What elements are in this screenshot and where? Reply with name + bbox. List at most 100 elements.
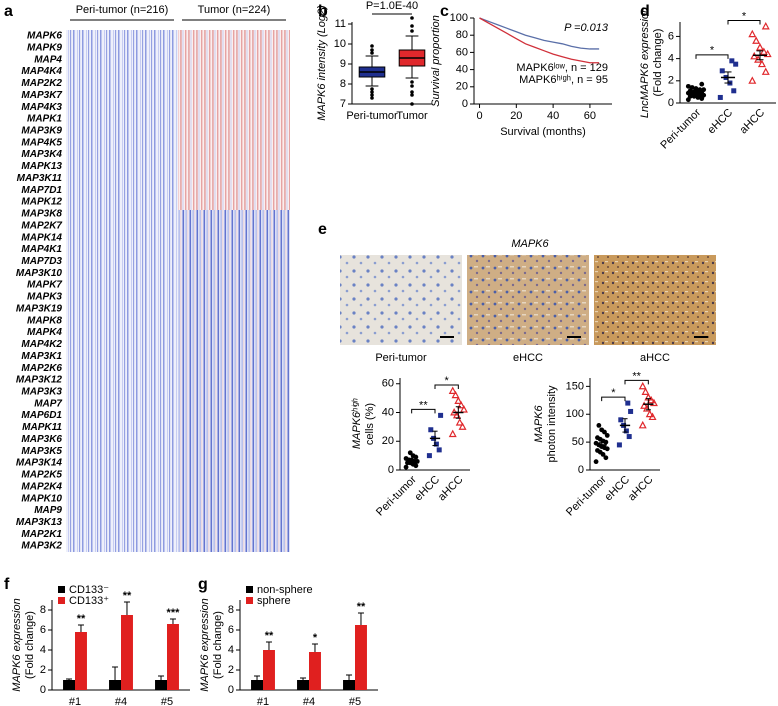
point	[685, 83, 691, 89]
outlier	[410, 102, 414, 106]
gene-label: MAPK7	[27, 280, 62, 291]
point	[457, 400, 466, 409]
gene-label: MAPK11	[22, 422, 62, 433]
point	[438, 412, 444, 418]
gene-label: MAP3K9	[21, 125, 62, 136]
y-axis-label: (Fold change)	[24, 611, 36, 679]
image-label: eHCC	[513, 352, 543, 364]
significance: **	[357, 601, 366, 613]
y-tick-label: 100	[566, 408, 584, 420]
significance-bracket	[727, 19, 761, 25]
annotation: P =0.013	[564, 22, 609, 34]
point	[625, 400, 631, 406]
bar	[155, 680, 167, 690]
point	[603, 455, 609, 461]
gene-label: MAP2K4	[21, 481, 62, 492]
y-tick-label: 2	[668, 75, 674, 87]
gene-label: MAP2K6	[21, 363, 62, 374]
x-tick-label: #4	[303, 696, 315, 706]
gene-label: MAP7	[34, 398, 62, 409]
bar	[63, 680, 75, 690]
panel-letter: f	[4, 576, 10, 593]
gene-label: MAP2K5	[21, 470, 62, 481]
outlier	[410, 90, 414, 94]
gene-label: MAP3K2	[21, 541, 62, 552]
gene-label: MAP2K7	[21, 220, 62, 231]
panel-letter: a	[4, 3, 13, 20]
y-tick-label: 60	[382, 378, 394, 390]
x-tick-label: aHCC	[436, 474, 466, 504]
outlier	[370, 90, 374, 94]
heatmap-tumor-lower	[178, 210, 290, 552]
significance: ***	[167, 607, 181, 619]
y-tick-label: 0	[462, 98, 468, 110]
legend-swatch	[246, 586, 253, 593]
x-tick-label: aHCC	[626, 474, 656, 504]
point	[595, 435, 600, 441]
heatmap-tumor-upper	[178, 30, 290, 210]
y-tick-label: 6	[40, 624, 46, 636]
point	[757, 59, 766, 68]
legend-entry: non-sphere	[257, 584, 313, 596]
gene-label: MAPK1	[27, 114, 62, 125]
significance: *	[742, 10, 747, 22]
point	[641, 387, 650, 395]
significance: **	[265, 630, 274, 642]
outlier	[410, 80, 414, 84]
significance-bracket	[695, 54, 729, 59]
gene-label: MAPK8	[27, 315, 62, 326]
gene-label: MAP3K1	[21, 351, 62, 362]
point	[701, 87, 707, 93]
gene-label: MAPK6	[27, 31, 62, 42]
significance: **	[419, 399, 428, 411]
gene-label: MAP3K8	[21, 209, 62, 220]
gene-label: MAP4K1	[21, 244, 62, 255]
gene-label: MAP4K3	[21, 102, 62, 113]
x-tick-label: #1	[257, 696, 269, 706]
y-axis-label: LncMAPK6 expression	[639, 7, 651, 118]
image-label: Peri-tumor	[375, 352, 427, 364]
y-tick-label: 0	[40, 684, 46, 696]
y-axis-label: photon intensity	[546, 385, 558, 463]
significance: **	[632, 370, 641, 382]
y-tick-label: 10	[334, 38, 346, 50]
point	[731, 88, 737, 94]
gene-label: MAPK12	[21, 197, 62, 208]
y-tick-label: 20	[382, 435, 394, 447]
significance: **	[77, 613, 86, 625]
point	[596, 422, 602, 428]
survival-curve	[479, 17, 600, 50]
y-tick-label: 80	[456, 29, 468, 41]
point	[640, 401, 649, 409]
gene-label: MAP2K1	[21, 529, 62, 540]
heatmap-peri	[66, 30, 178, 552]
point	[451, 390, 460, 399]
y-tick-label: 6	[228, 624, 234, 636]
gene-label: MAPK10	[21, 493, 62, 504]
outlier	[370, 51, 374, 55]
point	[638, 420, 647, 429]
gene-label: MAP3K19	[16, 303, 63, 314]
point	[436, 447, 442, 453]
y-tick-label: 0	[578, 464, 584, 476]
x-tick-label: #4	[115, 696, 127, 706]
y-tick-label: 0	[228, 684, 234, 696]
point	[593, 459, 599, 465]
point	[403, 456, 409, 461]
y-tick-label: 4	[40, 644, 46, 656]
significance-bracket	[624, 379, 649, 385]
y-tick-label: 40	[382, 406, 394, 418]
outlier	[410, 84, 414, 88]
legend-swatch	[58, 586, 65, 593]
point	[455, 418, 464, 426]
point	[626, 434, 632, 440]
y-tick-label: 11	[335, 18, 346, 30]
gene-label: MAP7D1	[21, 185, 62, 196]
point	[693, 86, 699, 91]
outlier	[370, 48, 374, 52]
gene-label: MAP4K5	[21, 137, 62, 148]
y-tick-label: 2	[228, 664, 234, 676]
gene-label: MAP3K14	[16, 458, 63, 469]
panel-letter: c	[440, 3, 449, 20]
panel-letter: d	[640, 3, 650, 20]
